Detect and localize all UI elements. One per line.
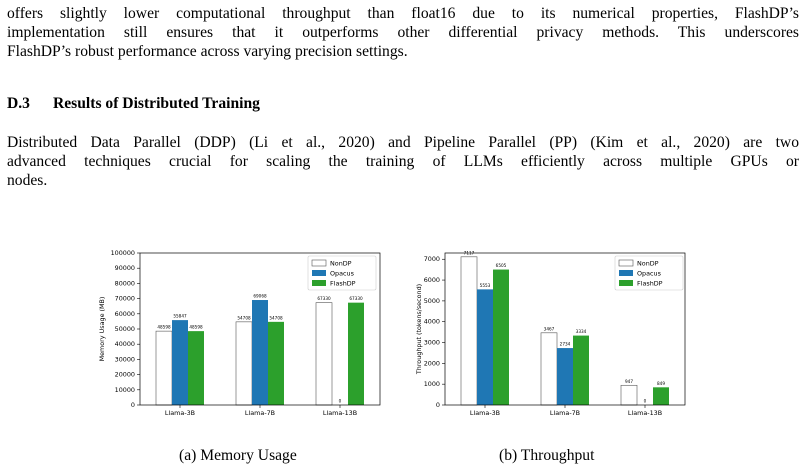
- legend-label-opacus: Opacus: [330, 270, 355, 278]
- section-title: Results of Distributed Training: [53, 95, 260, 112]
- x-tick-label: Llama-13B: [323, 409, 357, 417]
- bar-flashdp-llama-3b: [493, 269, 509, 405]
- bar-nondp-llama-3b: [460, 256, 478, 406]
- paragraph-2: Distributed Data Parallel (DDP) (Li et a…: [7, 133, 799, 190]
- x-tick-label: Llama-7B: [550, 409, 580, 417]
- data-label: 69068: [253, 294, 267, 299]
- x-tick-label: Llama-3B: [470, 409, 500, 417]
- legend-swatch-opacus: [312, 270, 326, 276]
- bar-nondp-llama-13b: [315, 302, 333, 406]
- data-label: 0: [644, 399, 647, 404]
- y-tick-label: 1000: [424, 380, 440, 388]
- caption-memory-usage: (a) Memory Usage: [179, 447, 297, 464]
- bar-nondp-llama-7b: [540, 332, 558, 406]
- y-tick-label: 0: [131, 401, 135, 409]
- legend-label-nondp: NonDP: [637, 260, 659, 268]
- legend-swatch-nondp: [618, 259, 634, 267]
- bar-opacus-llama-3b: [477, 289, 493, 405]
- data-label: 0: [339, 399, 342, 404]
- data-label: 2734: [560, 342, 571, 347]
- plot-frame: [139, 252, 381, 406]
- data-label: 849: [657, 381, 665, 386]
- legend-swatch-opacus: [619, 270, 633, 276]
- data-label: 54708: [269, 315, 283, 320]
- x-tick-label: Llama-7B: [245, 409, 275, 417]
- data-label: 48598: [157, 325, 171, 330]
- legend-label-flashdp: FlashDP: [637, 280, 663, 288]
- data-label: 947: [625, 379, 633, 384]
- legend-swatch-flashdp: [619, 280, 633, 286]
- y-tick-label: 6000: [424, 276, 440, 284]
- data-label: 48598: [189, 325, 203, 330]
- data-label: 3467: [544, 326, 555, 331]
- legend-swatch-flashdp: [312, 280, 326, 286]
- x-tick-label: Llama-13B: [628, 409, 662, 417]
- paragraph-1: offers slightly lower computational thro…: [7, 4, 799, 61]
- caption-throughput: (b) Throughput: [499, 447, 595, 464]
- section-heading: D.3 Results of Distributed Training: [7, 95, 260, 113]
- data-label: 67330: [349, 296, 363, 301]
- legend-label-flashdp: FlashDP: [330, 280, 356, 288]
- y-tick-label: 2000: [424, 359, 440, 367]
- y-tick-label: 60000: [115, 310, 135, 318]
- legend-swatch-nondp: [311, 259, 327, 267]
- text-line: advanced techniques crucial for scaling …: [7, 153, 799, 170]
- text-line: offers slightly lower computational thro…: [7, 5, 799, 22]
- data-label: 55847: [173, 314, 187, 319]
- data-label: 6505: [496, 263, 507, 268]
- y-tick-label: 0: [436, 401, 440, 409]
- data-label: 5553: [480, 283, 491, 288]
- bar-opacus-llama-7b: [252, 300, 268, 405]
- text-line: nodes.: [7, 172, 48, 189]
- x-tick-label: Llama-3B: [165, 409, 195, 417]
- bar-flashdp-llama-13b: [653, 387, 669, 405]
- y-tick-label: 20000: [115, 371, 135, 379]
- y-axis-label: Throughput (tokens/second): [415, 284, 423, 375]
- y-axis-label: Memory Usage (MB): [98, 297, 106, 362]
- y-tick-label: 7000: [424, 255, 440, 263]
- y-tick-label: 4000: [424, 318, 440, 326]
- y-tick-label: 80000: [115, 279, 135, 287]
- bar-flashdp-llama-13b: [348, 302, 364, 405]
- section-number: D.3: [7, 95, 30, 112]
- legend-label-nondp: NonDP: [330, 260, 352, 268]
- throughput-chart: 0 1000 2000 3000 4000 5000 6000 7000 Throughput …: [415, 250, 686, 417]
- legend-label-opacus: Opacus: [637, 270, 662, 278]
- data-label: 54708: [237, 315, 251, 320]
- y-tick-label: 70000: [115, 295, 135, 303]
- y-tick-label: 50000: [115, 325, 135, 333]
- bar-opacus-llama-7b: [557, 348, 573, 405]
- plot-frame: [444, 252, 686, 406]
- memory-usage-chart: 0 10000 20000 30000 40000 50000 60000 70000 8000…: [98, 249, 381, 417]
- bar-nondp-llama-3b: [155, 330, 173, 406]
- bar-nondp-llama-13b: [620, 384, 638, 406]
- y-tick-label: 40000: [115, 340, 135, 348]
- bar-opacus-llama-3b: [172, 320, 188, 405]
- data-label: 67330: [317, 296, 331, 301]
- y-tick-label: 90000: [115, 264, 135, 272]
- text-line: Distributed Data Parallel (DDP) (Li et a…: [7, 134, 799, 151]
- y-tick-label: 100000: [111, 249, 135, 257]
- bar-flashdp-llama-7b: [573, 335, 589, 405]
- y-tick-label: 10000: [115, 386, 135, 394]
- data-label: 3334: [576, 329, 587, 334]
- y-tick-label: 5000: [424, 297, 440, 305]
- bar-flashdp-llama-3b: [188, 331, 204, 405]
- text-line: FlashDP’s robust performance across vary…: [7, 43, 408, 60]
- y-tick-label: 3000: [424, 339, 440, 347]
- y-tick-label: 30000: [115, 355, 135, 363]
- bar-flashdp-llama-7b: [268, 321, 284, 405]
- text-line: implementation still ensures that it out…: [7, 24, 799, 41]
- bar-nondp-llama-7b: [235, 321, 253, 406]
